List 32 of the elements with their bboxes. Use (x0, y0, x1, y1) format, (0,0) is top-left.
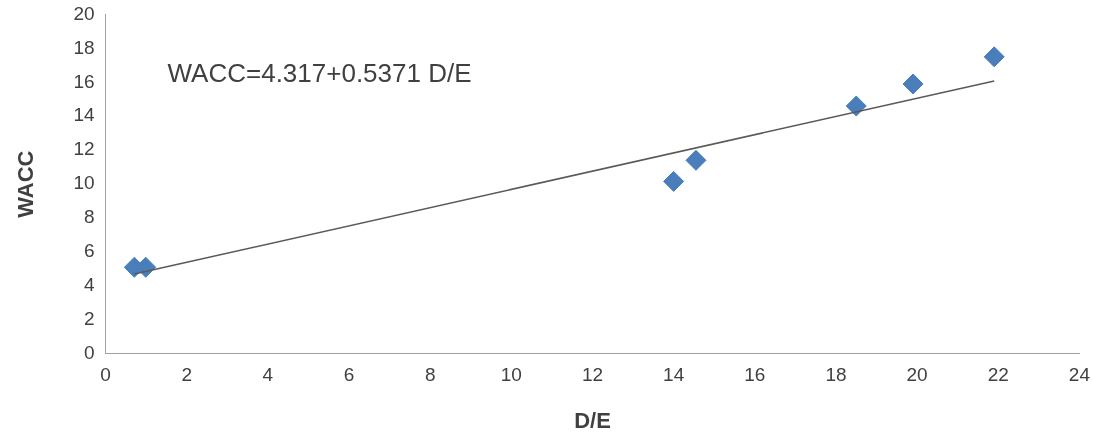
point (845, 95, 867, 117)
y-tick-label: 14 (73, 104, 95, 126)
y-axis-title: WACC (13, 150, 39, 218)
y-tick-label: 16 (73, 70, 95, 92)
y-tick-label: 0 (83, 342, 95, 364)
x-axis-title: D/E (574, 407, 611, 433)
x-tick-label: 18 (825, 364, 847, 386)
annotation: WACC=4.317+0.5371 D/E (167, 57, 472, 88)
y-tick-label: 6 (83, 240, 95, 262)
x-tick-label: 20 (906, 364, 928, 386)
point (983, 46, 1005, 68)
x-tick-label: 16 (744, 364, 766, 386)
x-tick-label: 24 (1068, 364, 1091, 386)
y-tick-label: 2 (83, 308, 95, 330)
y-tick-label: 18 (73, 36, 95, 58)
y-tick-label: 12 (73, 138, 95, 160)
x-tick-label: 8 (424, 364, 436, 386)
x-tick-label: 12 (581, 364, 604, 386)
y-tick-label: 4 (83, 274, 95, 296)
y-tick-label: 10 (73, 172, 95, 194)
x-tick-label: 4 (262, 364, 274, 386)
x-tick-label: 10 (500, 364, 522, 386)
x-tick-label: 6 (343, 364, 355, 386)
point (685, 149, 707, 171)
y-tick-label: 8 (83, 206, 95, 228)
point (902, 73, 924, 95)
x-tick-label: 2 (181, 364, 192, 386)
x-tick-label: 22 (987, 364, 1009, 386)
x-tick-label: 14 (663, 364, 685, 386)
x-tick-label: 0 (100, 364, 111, 386)
point (663, 170, 685, 192)
y-tick-label: 20 (73, 2, 95, 24)
